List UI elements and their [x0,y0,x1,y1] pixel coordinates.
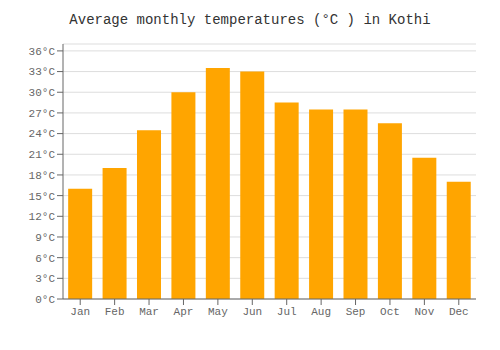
svg-text:May: May [208,306,228,318]
svg-text:36°C: 36°C [29,46,56,58]
svg-text:9°C: 9°C [35,232,55,244]
svg-text:Aug: Aug [311,306,331,318]
svg-text:15°C: 15°C [29,191,56,203]
svg-text:12°C: 12°C [29,211,56,223]
svg-text:Mar: Mar [139,306,159,318]
svg-text:Sep: Sep [346,306,366,318]
svg-text:24°C: 24°C [29,128,56,140]
svg-text:27°C: 27°C [29,108,56,120]
svg-text:33°C: 33°C [29,66,56,78]
svg-text:6°C: 6°C [35,253,55,265]
svg-text:Jun: Jun [242,306,262,318]
svg-text:3°C: 3°C [35,273,55,285]
svg-text:21°C: 21°C [29,149,56,161]
svg-text:Nov: Nov [414,306,434,318]
svg-text:18°C: 18°C [29,170,56,182]
svg-text:30°C: 30°C [29,87,56,99]
svg-text:Apr: Apr [174,306,194,318]
svg-text:Jul: Jul [277,306,297,318]
svg-text:Jan: Jan [70,306,90,318]
svg-text:0°C: 0°C [35,294,55,306]
html-text:Average monthly temperatures (: Average monthly temperatures (°C ) in Ko… [69,12,431,28]
svg-text:Oct: Oct [380,306,400,318]
svg-text:Feb: Feb [105,306,125,318]
svg-text:Dec: Dec [449,306,469,318]
